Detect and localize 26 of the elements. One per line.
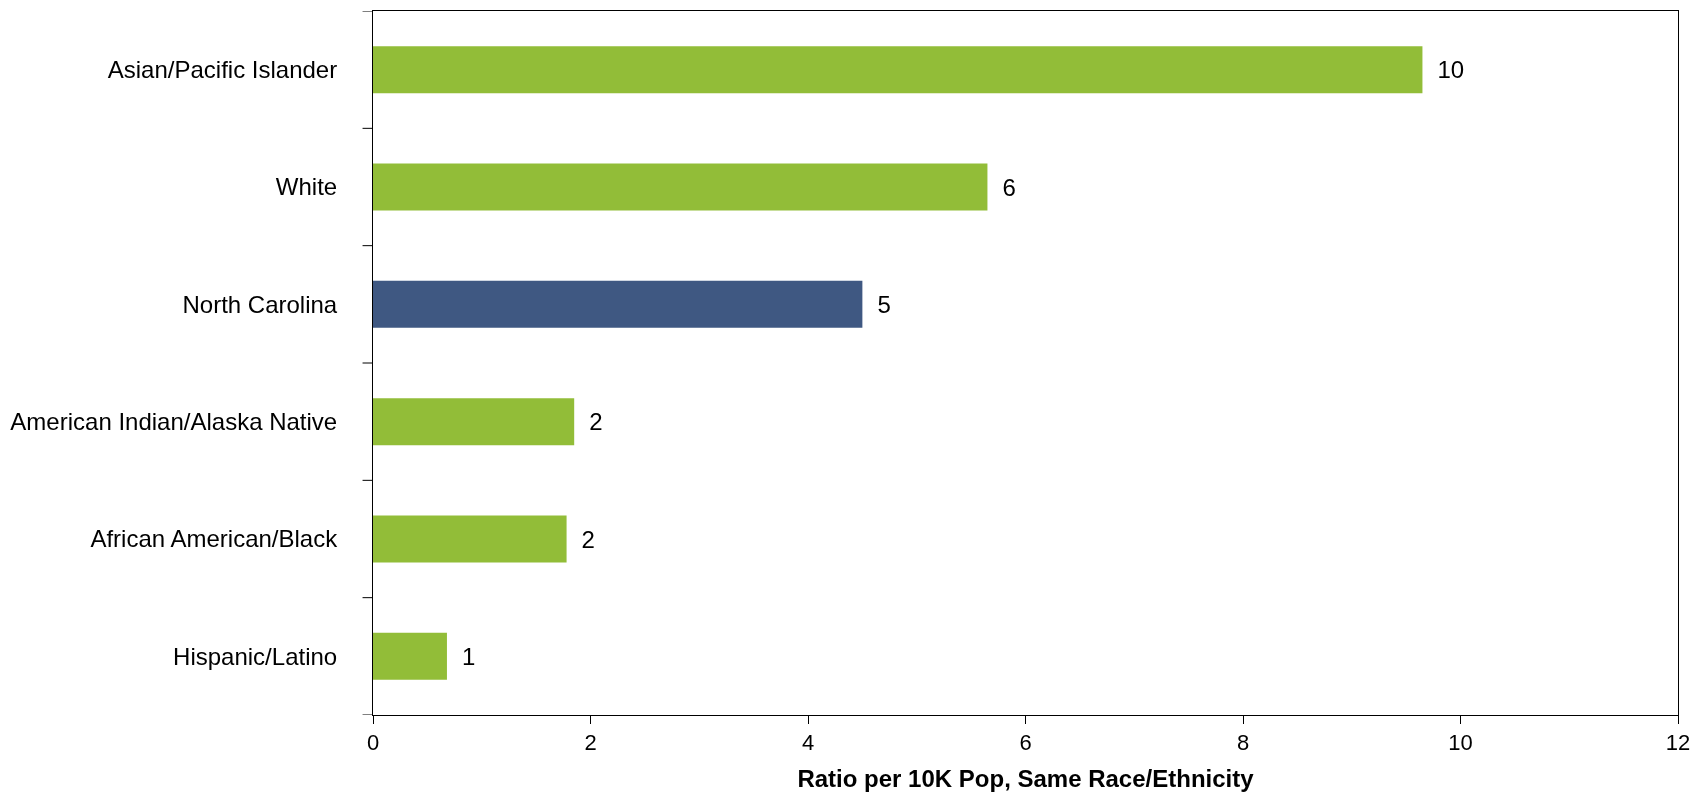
data-label: 6	[990, 173, 1016, 201]
y-tick-label: Hispanic/Latino	[173, 642, 338, 670]
bar	[373, 515, 567, 563]
x-tick-label: 4	[801, 730, 815, 756]
bar	[373, 46, 1423, 94]
data-label: 2	[577, 408, 603, 436]
y-tick-label: Asian/Pacific Islander	[107, 56, 338, 84]
y-tick-label: American Indian/Alaska Native	[10, 408, 338, 436]
data-label: 5	[865, 290, 891, 318]
x-tick-label: 6	[1019, 730, 1032, 756]
x-axis-title: Ratio per 10K Pop, Same Race/Ethnicity	[797, 764, 1255, 792]
data-label: 10	[1425, 56, 1465, 84]
x-tick-label: 0	[366, 730, 380, 756]
bar	[373, 163, 988, 211]
x-tick-label: 8	[1236, 730, 1250, 756]
data-label: 1	[449, 642, 476, 670]
x-tick-label: 2	[584, 730, 597, 756]
x-tick-label: 10	[1448, 730, 1473, 756]
x-tick-label: 12	[1665, 730, 1691, 756]
y-tick-label: North Carolina	[182, 290, 338, 318]
y-tick-label: White	[275, 173, 338, 201]
y-tick-label: African American/Black	[90, 525, 339, 553]
bar	[373, 398, 575, 446]
data-label: 2	[569, 525, 595, 553]
bar	[373, 632, 447, 680]
bar	[373, 280, 863, 328]
